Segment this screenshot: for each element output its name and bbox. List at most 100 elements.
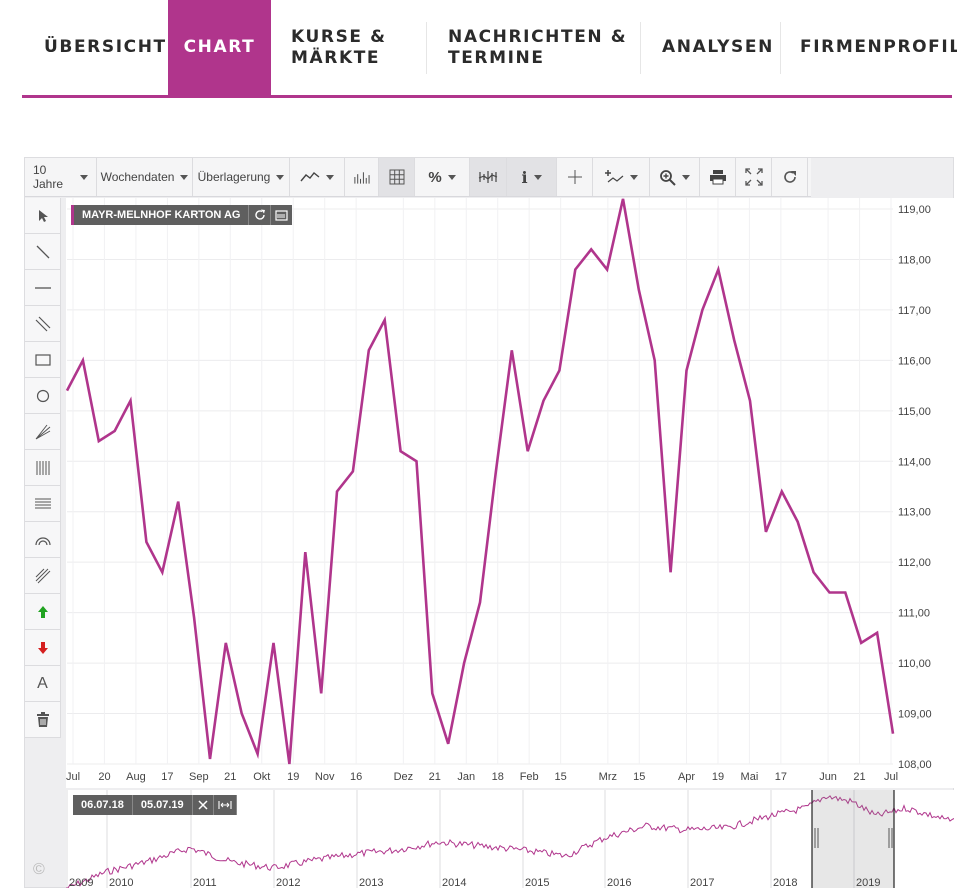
- chevron-down-icon: [326, 174, 334, 180]
- navigator-chart[interactable]: 2009 2010 2011 2012 2013 2014 2015 2016 2017 2018…: [66, 790, 955, 888]
- navigator-year-label: 2010: [109, 877, 133, 888]
- refresh-icon: [783, 171, 796, 183]
- fullscreen-button[interactable]: [736, 158, 772, 196]
- crosshair-icon: [567, 170, 582, 184]
- tab-separator: [780, 22, 781, 74]
- instrument-reload-button[interactable]: [248, 205, 271, 225]
- chart-type-button[interactable]: [290, 158, 345, 196]
- x-tick-label: 20: [98, 771, 110, 783]
- tab-nachrichten-termine[interactable]: NACHRICHTEN & TERMINE: [448, 26, 628, 68]
- y-tick-label: 117,00: [898, 305, 931, 317]
- x-tick-label: Jan: [457, 771, 475, 783]
- x-tick-label: Dez: [394, 771, 414, 783]
- x-tick-label: 21: [429, 771, 441, 783]
- y-tick-label: 116,00: [898, 355, 931, 367]
- price-chart[interactable]: 108,00 109,00 110,00 111,00 112,00 113,00 114,…: [25, 158, 953, 788]
- range-expand-button[interactable]: [213, 795, 237, 815]
- chevron-down-icon: [682, 174, 690, 180]
- calendar-icon: [275, 210, 289, 221]
- trendline-icon: [36, 245, 49, 258]
- arrow-down-icon: [37, 641, 48, 654]
- tab-firmenprofil[interactable]: FIRMENPROFIL: [800, 37, 957, 57]
- info-button[interactable]: i: [507, 158, 557, 196]
- tab-separator: [426, 22, 427, 74]
- trendline-tool[interactable]: [25, 234, 61, 270]
- x-tick-label: 15: [555, 771, 567, 783]
- tab-chart[interactable]: CHART: [168, 0, 271, 95]
- percent-button[interactable]: %: [415, 158, 470, 196]
- tab-kurse-maerkte[interactable]: KURSE & MÄRKTE: [291, 26, 387, 68]
- print-button[interactable]: [700, 158, 736, 196]
- y-tick-label: 115,00: [898, 406, 931, 418]
- arc-tool[interactable]: [25, 522, 61, 558]
- circle-icon: [36, 389, 49, 402]
- parallel-lines-tool[interactable]: [25, 558, 61, 594]
- refresh-button[interactable]: [772, 158, 808, 196]
- circle-tool[interactable]: [25, 378, 61, 414]
- navigator-year-label: 2019: [856, 877, 880, 888]
- x-tick-label: Jul: [884, 771, 898, 783]
- chart-toolbar: 10 Jahre Wochendaten Überlagerung %: [25, 158, 811, 197]
- percent-icon: %: [428, 168, 442, 186]
- grid-toggle[interactable]: [379, 158, 415, 196]
- sell-signal-tool[interactable]: [25, 630, 61, 666]
- x-tick-label: 19: [712, 771, 724, 783]
- fibonacci-retracement-tool[interactable]: [25, 486, 61, 522]
- y-tick-label: 113,00: [898, 507, 931, 519]
- indicator-button[interactable]: [593, 158, 650, 196]
- copyright-mark: ©: [33, 861, 45, 878]
- volume-toggle[interactable]: [345, 158, 379, 196]
- delete-tool[interactable]: [25, 702, 61, 738]
- navigator-year-label: 2012: [276, 877, 300, 888]
- indicator-icon: [605, 170, 624, 183]
- zoom-icon: [660, 169, 676, 186]
- candles-toggle[interactable]: [470, 158, 507, 196]
- buy-signal-tool[interactable]: [25, 594, 61, 630]
- navigator-panel[interactable]: 2009 2010 2011 2012 2013 2014 2015 2016 2017 2018…: [66, 790, 955, 888]
- tab-analysen[interactable]: ANALYSEN: [662, 37, 774, 57]
- arc-icon: [34, 536, 51, 545]
- data-interval-select[interactable]: Wochendaten: [97, 158, 193, 196]
- navigator-year-label: 2009: [69, 877, 93, 888]
- y-axis-labels: 108,00 109,00 110,00 111,00 112,00 113,00 114,…: [898, 204, 932, 771]
- channel-icon: [35, 316, 50, 331]
- x-tick-label: Okt: [253, 771, 270, 783]
- cursor-tool[interactable]: [25, 198, 61, 234]
- range-to-date[interactable]: 05.07.19: [132, 795, 193, 815]
- x-tick-label: Jun: [819, 771, 837, 783]
- y-tick-label: 119,00: [898, 204, 931, 216]
- horizontal-line-tool[interactable]: [25, 270, 61, 306]
- crosshair-toggle[interactable]: [557, 158, 593, 196]
- x-tick-label: Sep: [189, 771, 209, 783]
- text-tool[interactable]: A: [25, 666, 61, 702]
- arrow-up-icon: [37, 605, 48, 618]
- channel-tool[interactable]: [25, 306, 61, 342]
- range-from-date[interactable]: 06.07.18: [73, 795, 133, 815]
- fibonacci-retracement-icon: [34, 498, 51, 508]
- y-tick-label: 111,00: [898, 608, 930, 620]
- trash-icon: [36, 711, 49, 727]
- instrument-settings-button[interactable]: [270, 205, 293, 225]
- x-axis-labels: Jul 20 Aug 17 Sep 21 Okt 19 Nov 16 Dez 21 Jan 18 Feb 15…: [66, 771, 898, 783]
- fibonacci-time-icon: [36, 460, 49, 475]
- zoom-button[interactable]: [650, 158, 700, 196]
- x-tick-label: 18: [492, 771, 504, 783]
- x-tick-label: Aug: [126, 771, 146, 783]
- range-reset-button[interactable]: [192, 795, 214, 815]
- close-icon: [198, 800, 208, 810]
- period-select[interactable]: 10 Jahre: [25, 158, 97, 196]
- x-tick-label: Feb: [520, 771, 539, 783]
- tab-uebersicht[interactable]: ÜBERSICHT: [44, 37, 167, 57]
- navigator-selection[interactable]: [812, 790, 894, 888]
- tab-separator: [640, 22, 641, 74]
- fibonacci-time-tool[interactable]: [25, 450, 61, 486]
- rectangle-tool[interactable]: [25, 342, 61, 378]
- chevron-down-icon: [533, 174, 542, 180]
- parallel-lines-icon: [35, 568, 50, 583]
- navigator-history-line: [66, 795, 955, 888]
- chevron-down-icon: [447, 174, 456, 180]
- fullscreen-icon: [744, 168, 763, 186]
- chart-grid: [67, 198, 893, 765]
- overlay-select[interactable]: Überlagerung: [193, 158, 290, 196]
- fan-tool[interactable]: [25, 414, 61, 450]
